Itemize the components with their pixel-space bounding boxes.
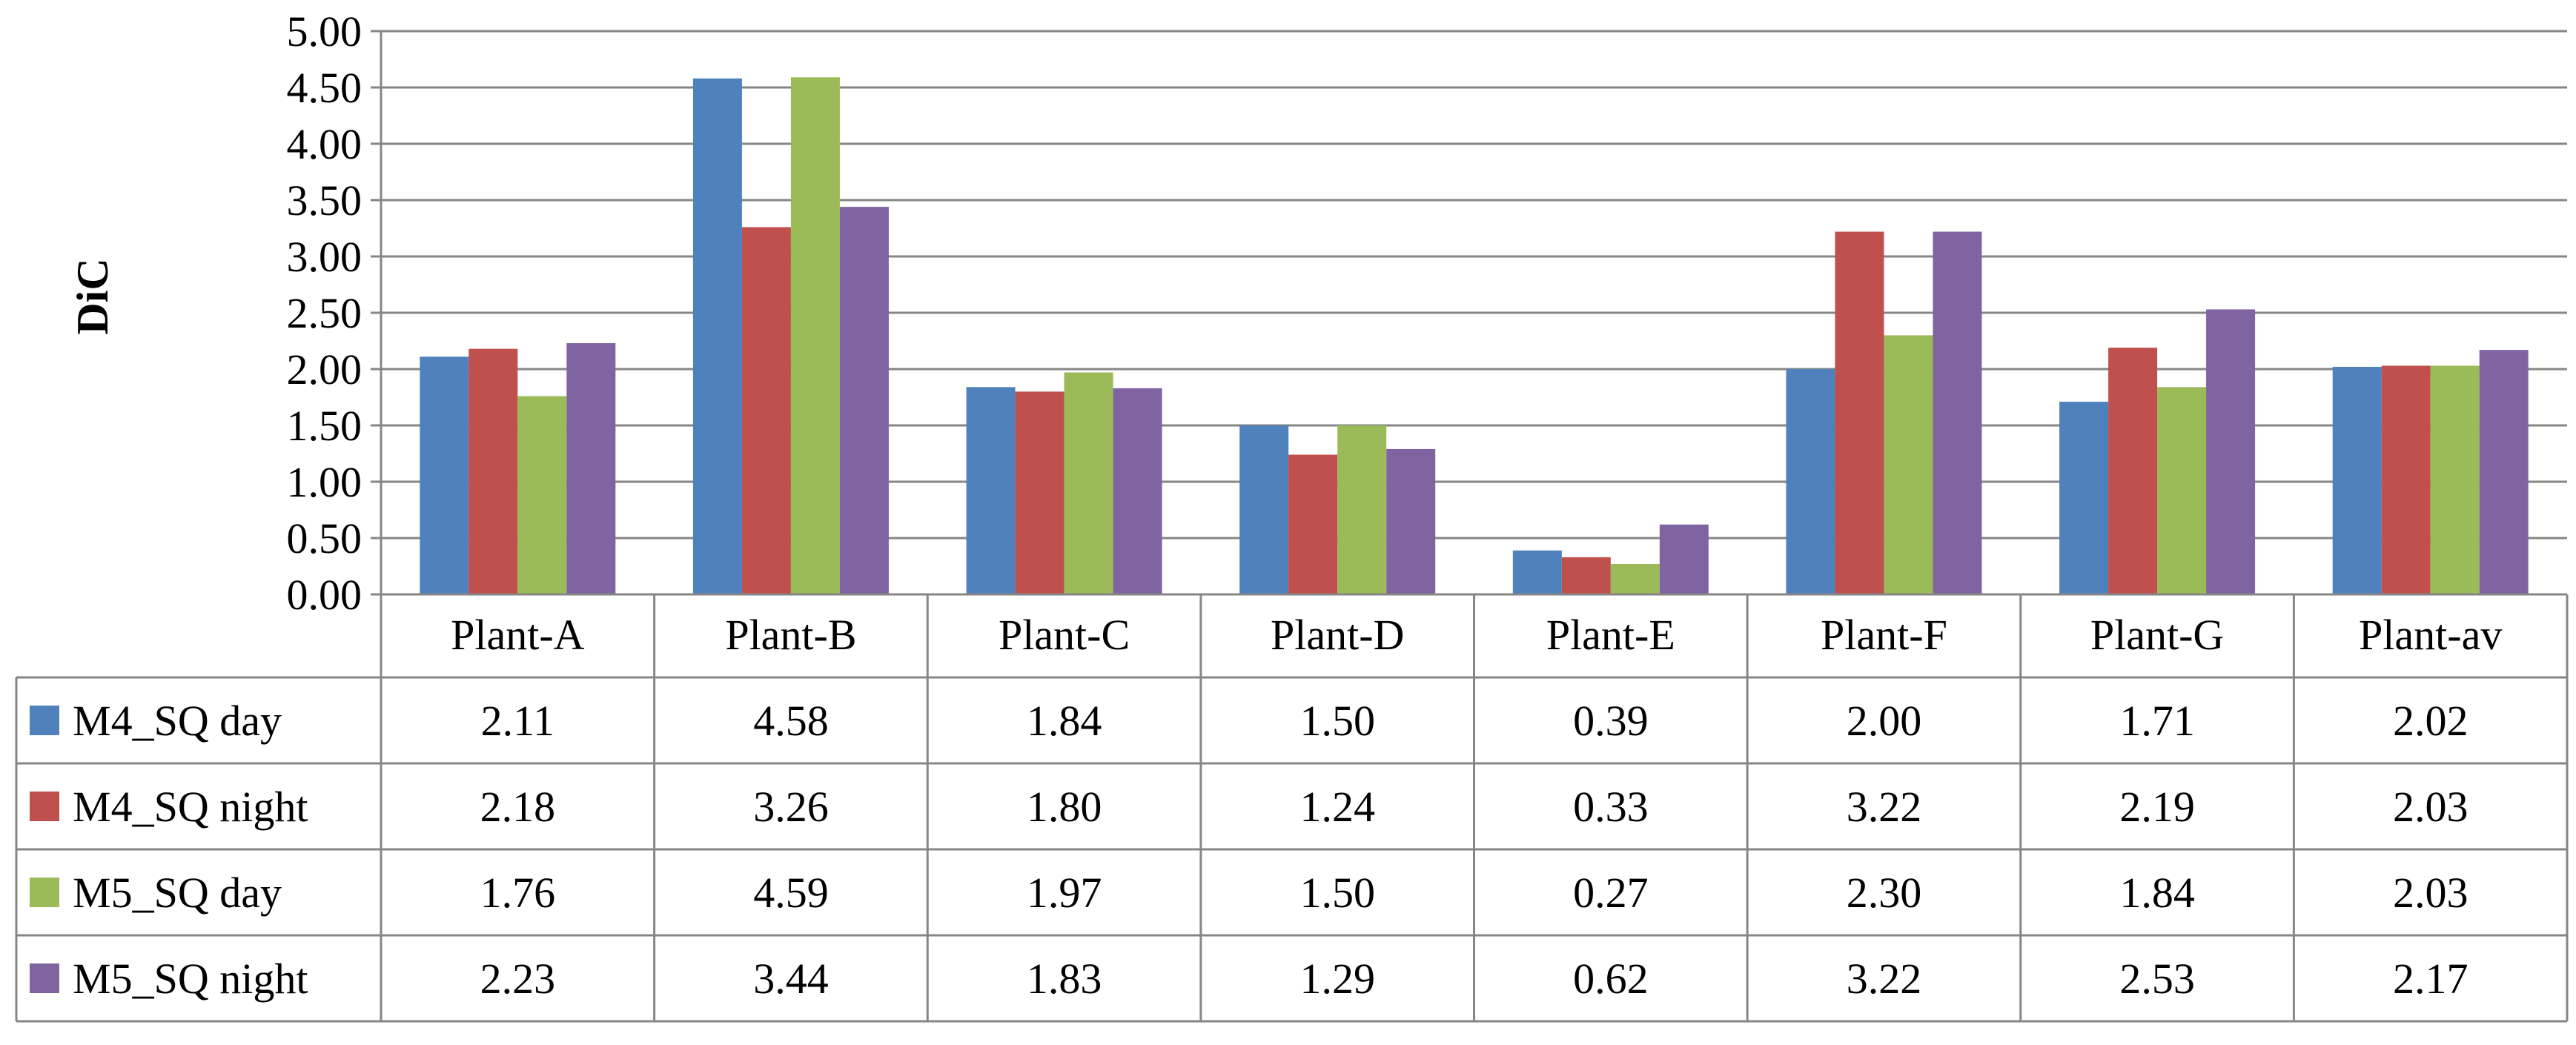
category-label: Plant-C xyxy=(999,611,1130,659)
data-value: 2.53 xyxy=(2119,955,2195,1003)
bar xyxy=(2108,348,2158,594)
y-tick-label: 1.00 xyxy=(287,458,362,506)
bar xyxy=(1337,425,1387,594)
data-value: 3.44 xyxy=(753,955,829,1003)
bar xyxy=(566,343,616,594)
bar xyxy=(468,348,518,594)
category-label: Plant-E xyxy=(1546,611,1675,659)
legend-key xyxy=(30,878,59,907)
data-value: 0.62 xyxy=(1573,955,1649,1003)
bar xyxy=(2381,365,2431,594)
data-value: 2.03 xyxy=(2393,869,2469,917)
data-value: 1.24 xyxy=(1299,783,1375,831)
y-tick-label: 4.50 xyxy=(287,64,362,112)
data-value: 2.17 xyxy=(2393,955,2469,1003)
y-tick-label: 1.50 xyxy=(287,402,362,450)
bar xyxy=(517,396,567,594)
data-value: 1.84 xyxy=(2119,869,2195,917)
data-value: 1.84 xyxy=(1027,697,1102,745)
data-value: 2.03 xyxy=(2393,783,2469,831)
bar xyxy=(2430,365,2480,594)
data-value: 0.39 xyxy=(1573,697,1649,745)
series-name: M4_SQ day xyxy=(73,697,282,745)
data-value: 1.71 xyxy=(2119,697,2195,745)
bar xyxy=(790,77,840,594)
y-tick-label: 0.00 xyxy=(287,571,362,619)
legend-key xyxy=(30,706,59,735)
data-value: 1.83 xyxy=(1027,955,1102,1003)
bar xyxy=(1064,372,1113,594)
data-value: 2.18 xyxy=(480,783,556,831)
series-name: M4_SQ night xyxy=(73,783,308,831)
axes: 0.00 0.50 1.00 1.50 2.00 2.50 3.00 3.50 4.00 4.50… xyxy=(287,7,383,619)
y-tick-label: 5.00 xyxy=(287,7,362,56)
bar xyxy=(1512,550,1562,594)
data-value: 4.58 xyxy=(753,697,829,745)
bar xyxy=(1386,448,1436,594)
bar xyxy=(1610,563,1660,594)
category-label: Plant-A xyxy=(451,611,585,659)
y-tick-label: 2.50 xyxy=(287,289,362,337)
bar xyxy=(2157,387,2207,594)
category-label: Plant-B xyxy=(725,611,856,659)
bar xyxy=(420,356,469,594)
bar xyxy=(966,387,1016,594)
data-value: 1.29 xyxy=(1299,955,1375,1003)
bars xyxy=(420,77,2529,595)
bar xyxy=(741,227,791,594)
bar xyxy=(1239,425,1289,594)
data-value: 1.80 xyxy=(1027,783,1102,831)
bar xyxy=(2479,350,2529,594)
data-value: 3.26 xyxy=(753,783,829,831)
category-label: Plant-av xyxy=(2359,611,2502,659)
data-value: 1.97 xyxy=(1027,869,1102,917)
data-value: 2.00 xyxy=(1847,697,1922,745)
bar xyxy=(1015,391,1064,594)
y-tick-label: 4.00 xyxy=(287,120,362,168)
legend-key xyxy=(30,792,59,821)
y-tick-label: 0.50 xyxy=(287,514,362,563)
bar xyxy=(2332,366,2382,594)
data-value: 3.22 xyxy=(1847,783,1922,831)
data-value: 2.19 xyxy=(2119,783,2195,831)
category-label: Plant-D xyxy=(1271,611,1404,659)
bar xyxy=(1884,335,1933,594)
y-tick-label: 2.00 xyxy=(287,345,362,394)
category-label: Plant-F xyxy=(1821,611,1947,659)
data-value: 3.22 xyxy=(1847,955,1922,1003)
data-value: 0.27 xyxy=(1573,869,1649,917)
bar xyxy=(1835,231,1884,594)
data-value: 2.30 xyxy=(1847,869,1922,917)
bar xyxy=(1113,388,1162,594)
bar xyxy=(839,207,889,594)
y-tick-label: 3.50 xyxy=(287,176,362,225)
bar xyxy=(2206,309,2256,594)
bar xyxy=(1933,231,1982,594)
legend-key xyxy=(30,963,59,993)
bar xyxy=(1288,454,1338,594)
series-name: M5_SQ day xyxy=(73,869,282,917)
data-value: 4.59 xyxy=(753,869,829,917)
y-tick-label: 3.00 xyxy=(287,233,362,281)
bar xyxy=(1561,557,1611,594)
bar xyxy=(692,78,742,595)
bar xyxy=(1659,524,1709,594)
data-value: 2.11 xyxy=(481,697,554,745)
data-value: 1.50 xyxy=(1299,869,1375,917)
bar xyxy=(1786,369,1835,594)
y-axis-label: DiC xyxy=(68,258,117,334)
series-name: M5_SQ night xyxy=(73,955,308,1003)
category-label: Plant-G xyxy=(2090,611,2224,659)
data-value: 1.50 xyxy=(1299,697,1375,745)
data-value: 0.33 xyxy=(1573,783,1649,831)
data-value: 2.23 xyxy=(480,955,556,1003)
bar xyxy=(2059,402,2109,594)
data-table: Plant-A Plant-B Plant-C Plant-D Plant-E Plant… xyxy=(15,593,2569,1023)
data-value: 2.02 xyxy=(2393,697,2469,745)
data-value: 1.76 xyxy=(480,869,556,917)
